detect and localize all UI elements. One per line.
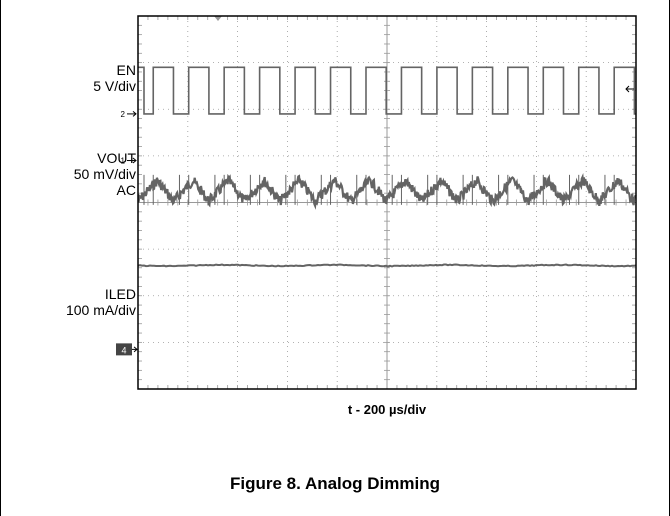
trigger-level-icon (625, 85, 634, 93)
channel-marker-arrow-head (132, 157, 137, 164)
vout-scale: 50 mV/div (73, 166, 136, 182)
channel-1-marker: 1 (121, 157, 137, 166)
en-channel-label: EN 5 V/div (93, 62, 136, 94)
iled-trace (137, 263, 637, 268)
channel-4-marker: 4 (116, 343, 138, 356)
channel-marker-arrow-head (132, 111, 137, 117)
en-scale: 5 V/div (93, 78, 136, 94)
vout-trace (137, 172, 637, 210)
iled-channel-label: ILED 100 mA/div (66, 286, 136, 318)
channel-marker-label: 1 (121, 157, 126, 166)
channel-2-marker: 2 (121, 110, 137, 119)
iled-name: ILED (104, 286, 136, 302)
vout-name: VOUT (97, 150, 136, 166)
channel-4-marker-label: 4 (121, 345, 126, 355)
en-trace (138, 66, 636, 115)
x-axis-label: t - 200 µs/div (347, 402, 427, 417)
vout-channel-label: VOUT 50 mV/div AC (74, 150, 136, 198)
trigger-position-icon (214, 16, 222, 21)
channel-4-marker-box (116, 343, 132, 356)
channel-marker-label: 2 (121, 110, 126, 119)
channel-markers: 2 1 4 (116, 110, 138, 356)
channel-marker-arrow-head (133, 346, 138, 353)
figure-caption: Figure 8. Analog Dimming (230, 474, 440, 493)
vout-coupling: AC (116, 182, 136, 198)
traces (137, 66, 637, 268)
plot-frame (137, 15, 637, 390)
iled-scale: 100 mA/div (65, 302, 136, 318)
en-name: EN (116, 62, 136, 78)
